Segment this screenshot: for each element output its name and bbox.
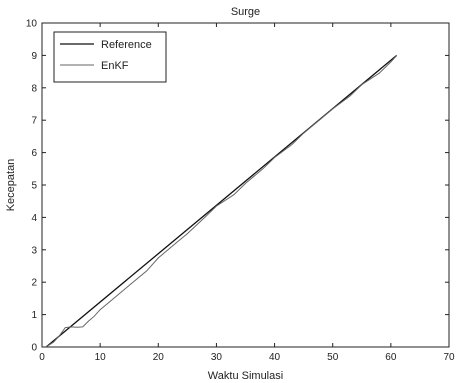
- series-layer: [45, 54, 398, 348]
- ticks: 0 10 20 30 40 50 60 70 0 1 2 3 4 5 6 7 8 9 10: [26, 19, 455, 364]
- y-tick-label: 6: [31, 148, 37, 159]
- x-tick-label: 30: [211, 352, 223, 363]
- y-tick-label: 3: [31, 245, 37, 256]
- x-tick-label: 20: [153, 352, 165, 363]
- x-tick-label: 70: [443, 352, 455, 363]
- x-tick-label: 0: [39, 352, 45, 363]
- y-tick-label: 4: [31, 213, 37, 224]
- y-tick-label: 10: [26, 19, 38, 30]
- x-tick-label: 40: [269, 352, 281, 363]
- series-line-reference: [45, 54, 398, 348]
- y-tick-label: 5: [31, 181, 37, 192]
- legend-box: [53, 31, 167, 83]
- y-tick-label: 9: [31, 51, 37, 62]
- y-tick-label: 8: [31, 83, 37, 94]
- x-axis-label: Waktu Simulasi: [208, 370, 283, 382]
- legend-label: EnKF: [101, 60, 129, 72]
- y-tick-label: 0: [31, 343, 37, 354]
- x-tick-label: 10: [95, 352, 107, 363]
- x-tick-label: 60: [385, 352, 397, 363]
- y-axis-label: Kecepatan: [5, 159, 17, 212]
- y-tick-label: 2: [31, 278, 37, 289]
- y-tick-label: 7: [31, 116, 37, 127]
- series-line-enkf: [45, 55, 398, 348]
- y-tick-label: 1: [31, 310, 37, 321]
- x-tick-label: 50: [327, 352, 339, 363]
- legend: Reference EnKF: [53, 31, 167, 83]
- legend-label: Reference: [101, 39, 152, 51]
- chart-title: Surge: [231, 6, 260, 18]
